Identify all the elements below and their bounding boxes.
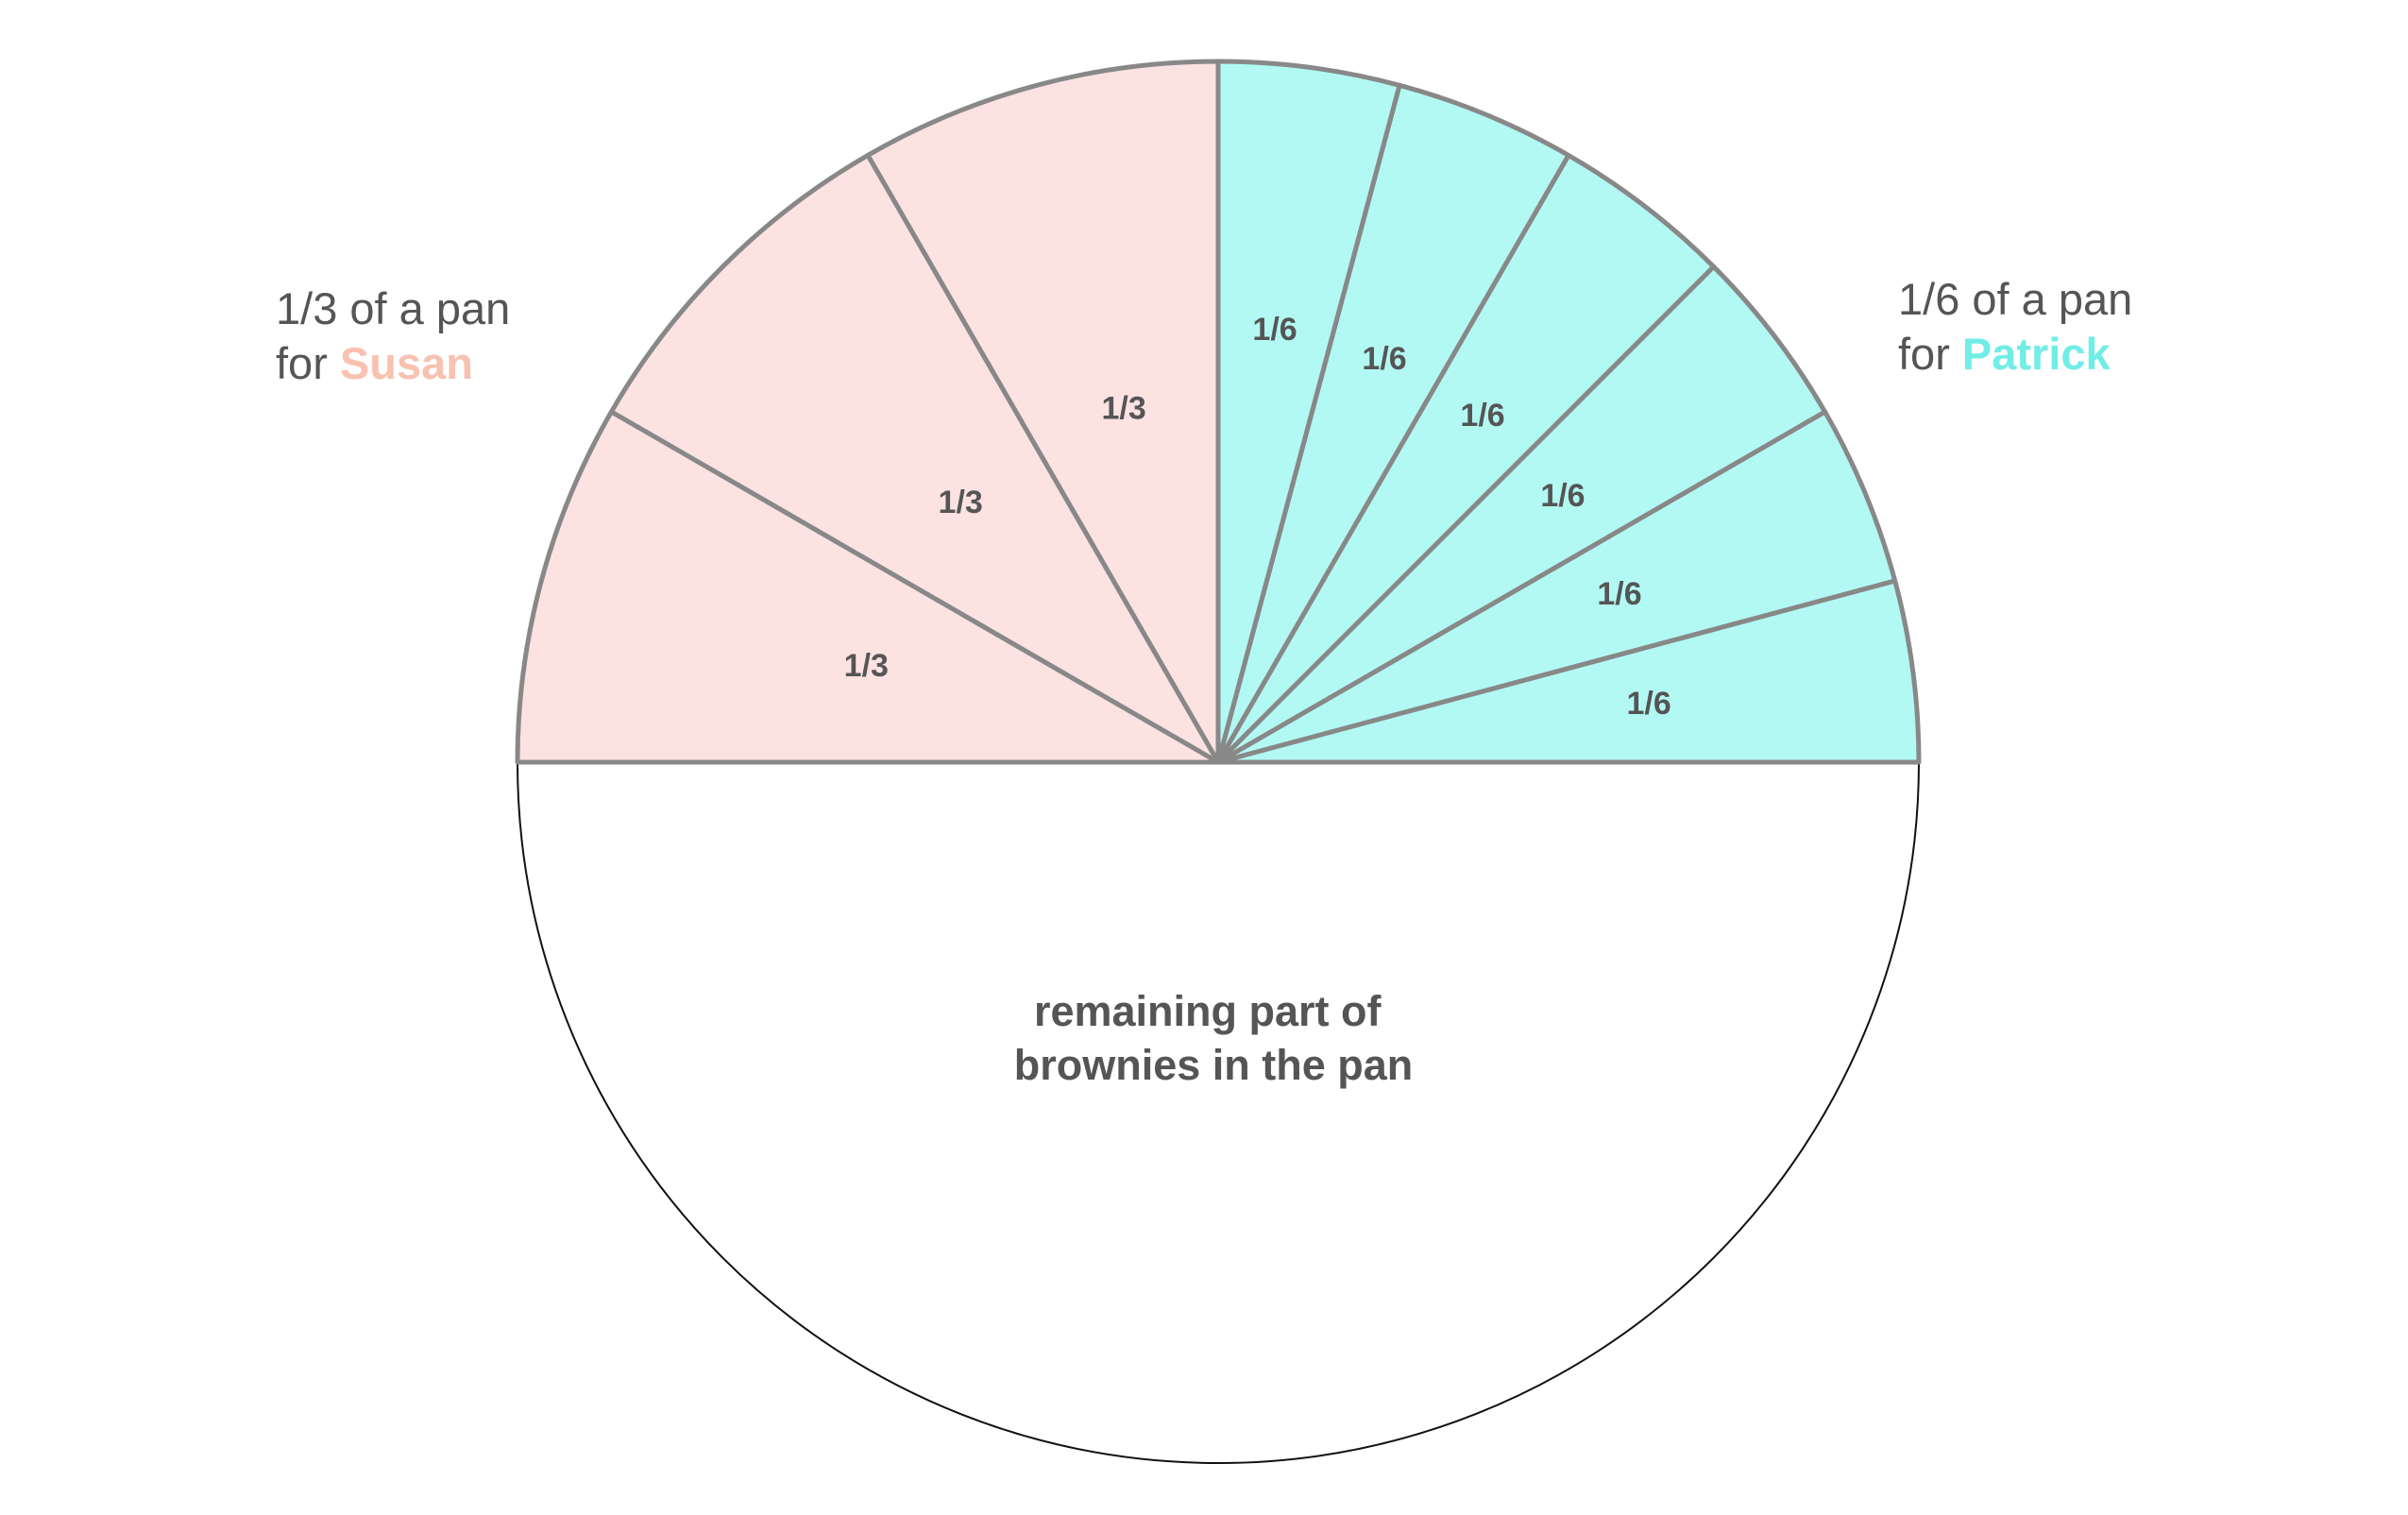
- patrick-slice-label-5: 1/6: [1362, 341, 1406, 377]
- patrick-slice-label-2: 1/6: [1597, 576, 1641, 612]
- remaining-part-label: remaining part of brownies in the pan: [1014, 987, 1414, 1089]
- susan-slice-2: [608, 152, 1221, 765]
- patrick-slice-2: [1215, 409, 1898, 765]
- susan-slice-1: [865, 59, 1221, 765]
- patrick-slice-4: [1215, 152, 1717, 765]
- susan-slice-3: [515, 409, 1221, 765]
- patrick-name: Patrick: [1961, 329, 2111, 379]
- susan-slice-label-3: 1/3: [844, 648, 889, 684]
- slices-group: [515, 59, 1922, 765]
- patrick-slice-label-3: 1/6: [1540, 478, 1585, 514]
- remaining-brownies-region: [516, 761, 1921, 1464]
- patrick-slice-label-6: 1/6: [1252, 312, 1297, 348]
- patrick-slice-3: [1215, 264, 1828, 765]
- susan-slice-label-2: 1/3: [939, 485, 983, 520]
- patrick-slice-label-4: 1/6: [1460, 398, 1504, 434]
- susan-name: Susan: [339, 338, 473, 388]
- patrick-caption: 1/6 of a pan for Patrick: [1898, 272, 2132, 382]
- patrick-slice-5: [1215, 82, 1571, 765]
- slice-labels-group: 1/6 1/6 1/6 1/6 1/6 1/6 1/3 1/3 1/3: [844, 312, 1671, 722]
- susan-caption-line-2: for Susan: [276, 336, 510, 391]
- remaining-label-line-2: brownies in the pan: [1014, 1041, 1414, 1089]
- susan-caption: 1/3 of a pan for Susan: [276, 281, 510, 391]
- susan-caption-for: for: [276, 338, 328, 388]
- susan-slice-label-1: 1/3: [1102, 390, 1146, 426]
- patrick-slice-6: [1215, 59, 1402, 765]
- susan-caption-line-1: 1/3 of a pan: [276, 283, 511, 333]
- patrick-caption-line-2: for Patrick: [1898, 327, 2132, 382]
- patrick-caption-for: for: [1898, 329, 1950, 379]
- patrick-slice-label-1: 1/6: [1626, 686, 1670, 722]
- patrick-caption-line-1: 1/6 of a pan: [1898, 274, 2133, 324]
- remaining-label-line-1: remaining part of: [1034, 987, 1382, 1035]
